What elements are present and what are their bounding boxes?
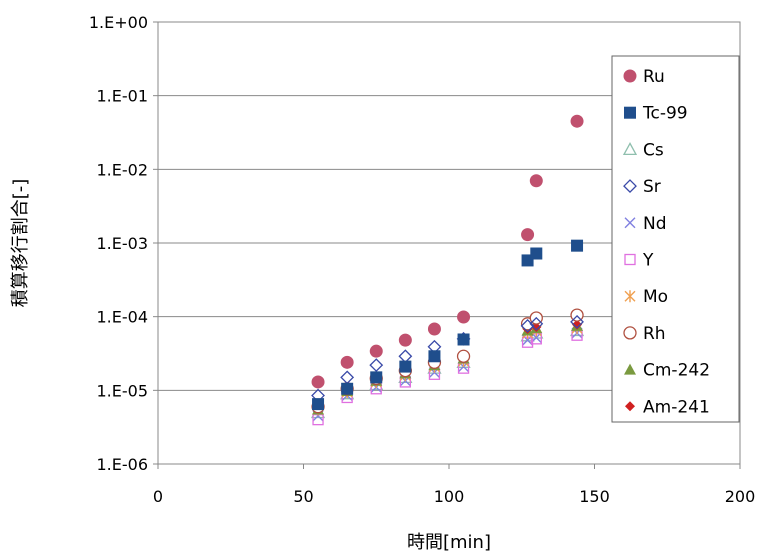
series-ru [311,114,584,389]
data-point [456,349,471,363]
legend-marker-cs [622,142,638,156]
data-point [398,333,412,347]
legend-marker-ru [623,69,637,83]
data-point [530,247,543,260]
data-point [428,350,441,363]
data-point [457,333,470,346]
legend-label-mo: Mo [643,287,668,307]
data-point [570,314,584,329]
y-tick-label: 1.E-05 [96,381,148,400]
data-point [370,371,383,384]
data-points [310,114,585,426]
data-point [398,349,413,364]
legend-label-ru: Ru [643,67,665,87]
data-point [529,174,543,188]
y-tick-label: 1.E-04 [96,308,148,327]
x-tick-label: 50 [293,487,313,506]
legend-marker-cm-242 [624,363,636,375]
data-point [572,319,583,330]
legend-label-y: Y [642,251,654,271]
legend-label-rh: Rh [643,324,666,344]
x-axis-ticks: 0 50 100 150 200 [153,464,755,506]
series-cs [310,323,585,419]
x-tick-label: 0 [153,487,163,506]
data-point [520,318,535,333]
legend-marker-nd [624,217,636,229]
x-tick-label: 150 [579,487,610,506]
x-tick-label: 100 [434,487,465,506]
series-tc-99 [312,239,584,411]
data-point [369,344,383,358]
legend-label-am-241: Am-241 [643,397,710,417]
legend-marker-mo [624,290,636,303]
x-axis-title: 時間[min] [407,532,491,553]
legend-label-nd: Nd [643,214,667,234]
y-tick-label: 1.E-02 [96,160,148,179]
legend-label-cm-242: Cm-242 [643,361,710,381]
y-axis-title: 積算移行割合[-] [10,179,31,308]
legend-marker-y [624,253,636,266]
y-tick-label: 1.E-06 [96,455,148,474]
data-point [341,382,354,395]
data-point [399,360,412,373]
data-point [529,316,544,331]
data-point [427,322,441,336]
legend-marker-am-241 [625,401,635,412]
data-point [571,239,584,252]
legend-label-tc-99: Tc-99 [642,104,688,124]
legend-label-sr: Sr [643,177,661,197]
y-tick-label: 1.E-01 [96,87,148,106]
y-tick-label: 1.E+00 [89,13,148,32]
data-point [369,358,384,373]
legend-label-cs: Cs [643,140,664,160]
legend-marker-tc-99 [624,106,636,119]
data-point [340,370,355,385]
legend-marker-sr [623,179,637,194]
data-point [457,310,471,324]
legend-marker-rh [623,326,637,340]
data-point [311,375,325,389]
legend: Ru Tc-99 Cs Sr Nd Y Mo Rh Cm-242 Am-241 [611,55,740,423]
y-axis-ticks: 1.E+00 1.E-01 1.E-02 1.E-03 1.E-04 1.E-05 1.E-… [89,13,158,474]
y-tick-label: 1.E-03 [96,234,148,253]
data-point [570,114,584,128]
data-point [340,355,354,369]
data-point [521,228,535,242]
data-point [312,398,325,411]
x-tick-label: 200 [725,487,756,506]
